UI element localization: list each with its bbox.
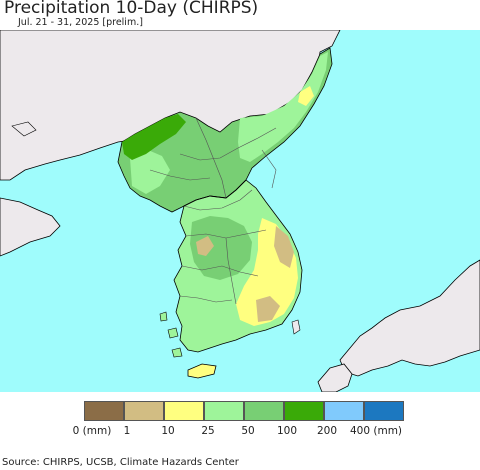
legend-swatch-6 [324,401,364,421]
nk-east-light [238,52,328,162]
sk-central-green [190,216,252,280]
legend-label-3: 25 [201,425,215,437]
legend-swatch-0 [84,401,124,421]
sw-islands [159,311,183,358]
legend-label-2: 10 [161,425,175,437]
legend-swatch-3 [204,401,244,421]
legend-swatch-5 [284,401,324,421]
bohai-island [11,121,37,137]
nk-northeast-yellow [298,86,314,106]
legend-label-4: 50 [241,425,255,437]
legend-label-1: 1 [123,425,131,437]
sk-tan-west [196,236,214,256]
sk-tan-east [274,226,294,268]
legend-label-7: 400 (mm) [349,425,403,437]
nk-west-light [130,150,170,194]
nk-northwest-dark [122,114,186,160]
legend-swatch-4 [244,401,284,421]
japan-kyushu-south [317,363,353,392]
map-title: Precipitation 10-Day (CHIRPS) [4,0,259,18]
shandong-coast [0,197,61,257]
province-borders [149,117,277,305]
legend-swatch-1 [124,401,164,421]
north-korea [117,47,333,213]
legend-label-6: 200 [316,425,338,437]
precipitation-map [0,30,480,392]
tsushima-island [291,319,301,335]
jeju-island [187,363,217,379]
source-credit: Source: CHIRPS, UCSB, Climate Hazards Ce… [2,457,239,468]
legend-swatch-2 [164,401,204,421]
dmz-border [183,179,247,207]
legend-swatch-7 [364,401,404,421]
legend-label-0: 0 (mm) [72,425,112,437]
precipitation-legend [84,401,408,421]
date-range: Jul. 21 - 31, 2025 [prelim.] [18,17,143,28]
legend-label-5: 100 [276,425,298,437]
sk-tan-south [256,296,280,322]
